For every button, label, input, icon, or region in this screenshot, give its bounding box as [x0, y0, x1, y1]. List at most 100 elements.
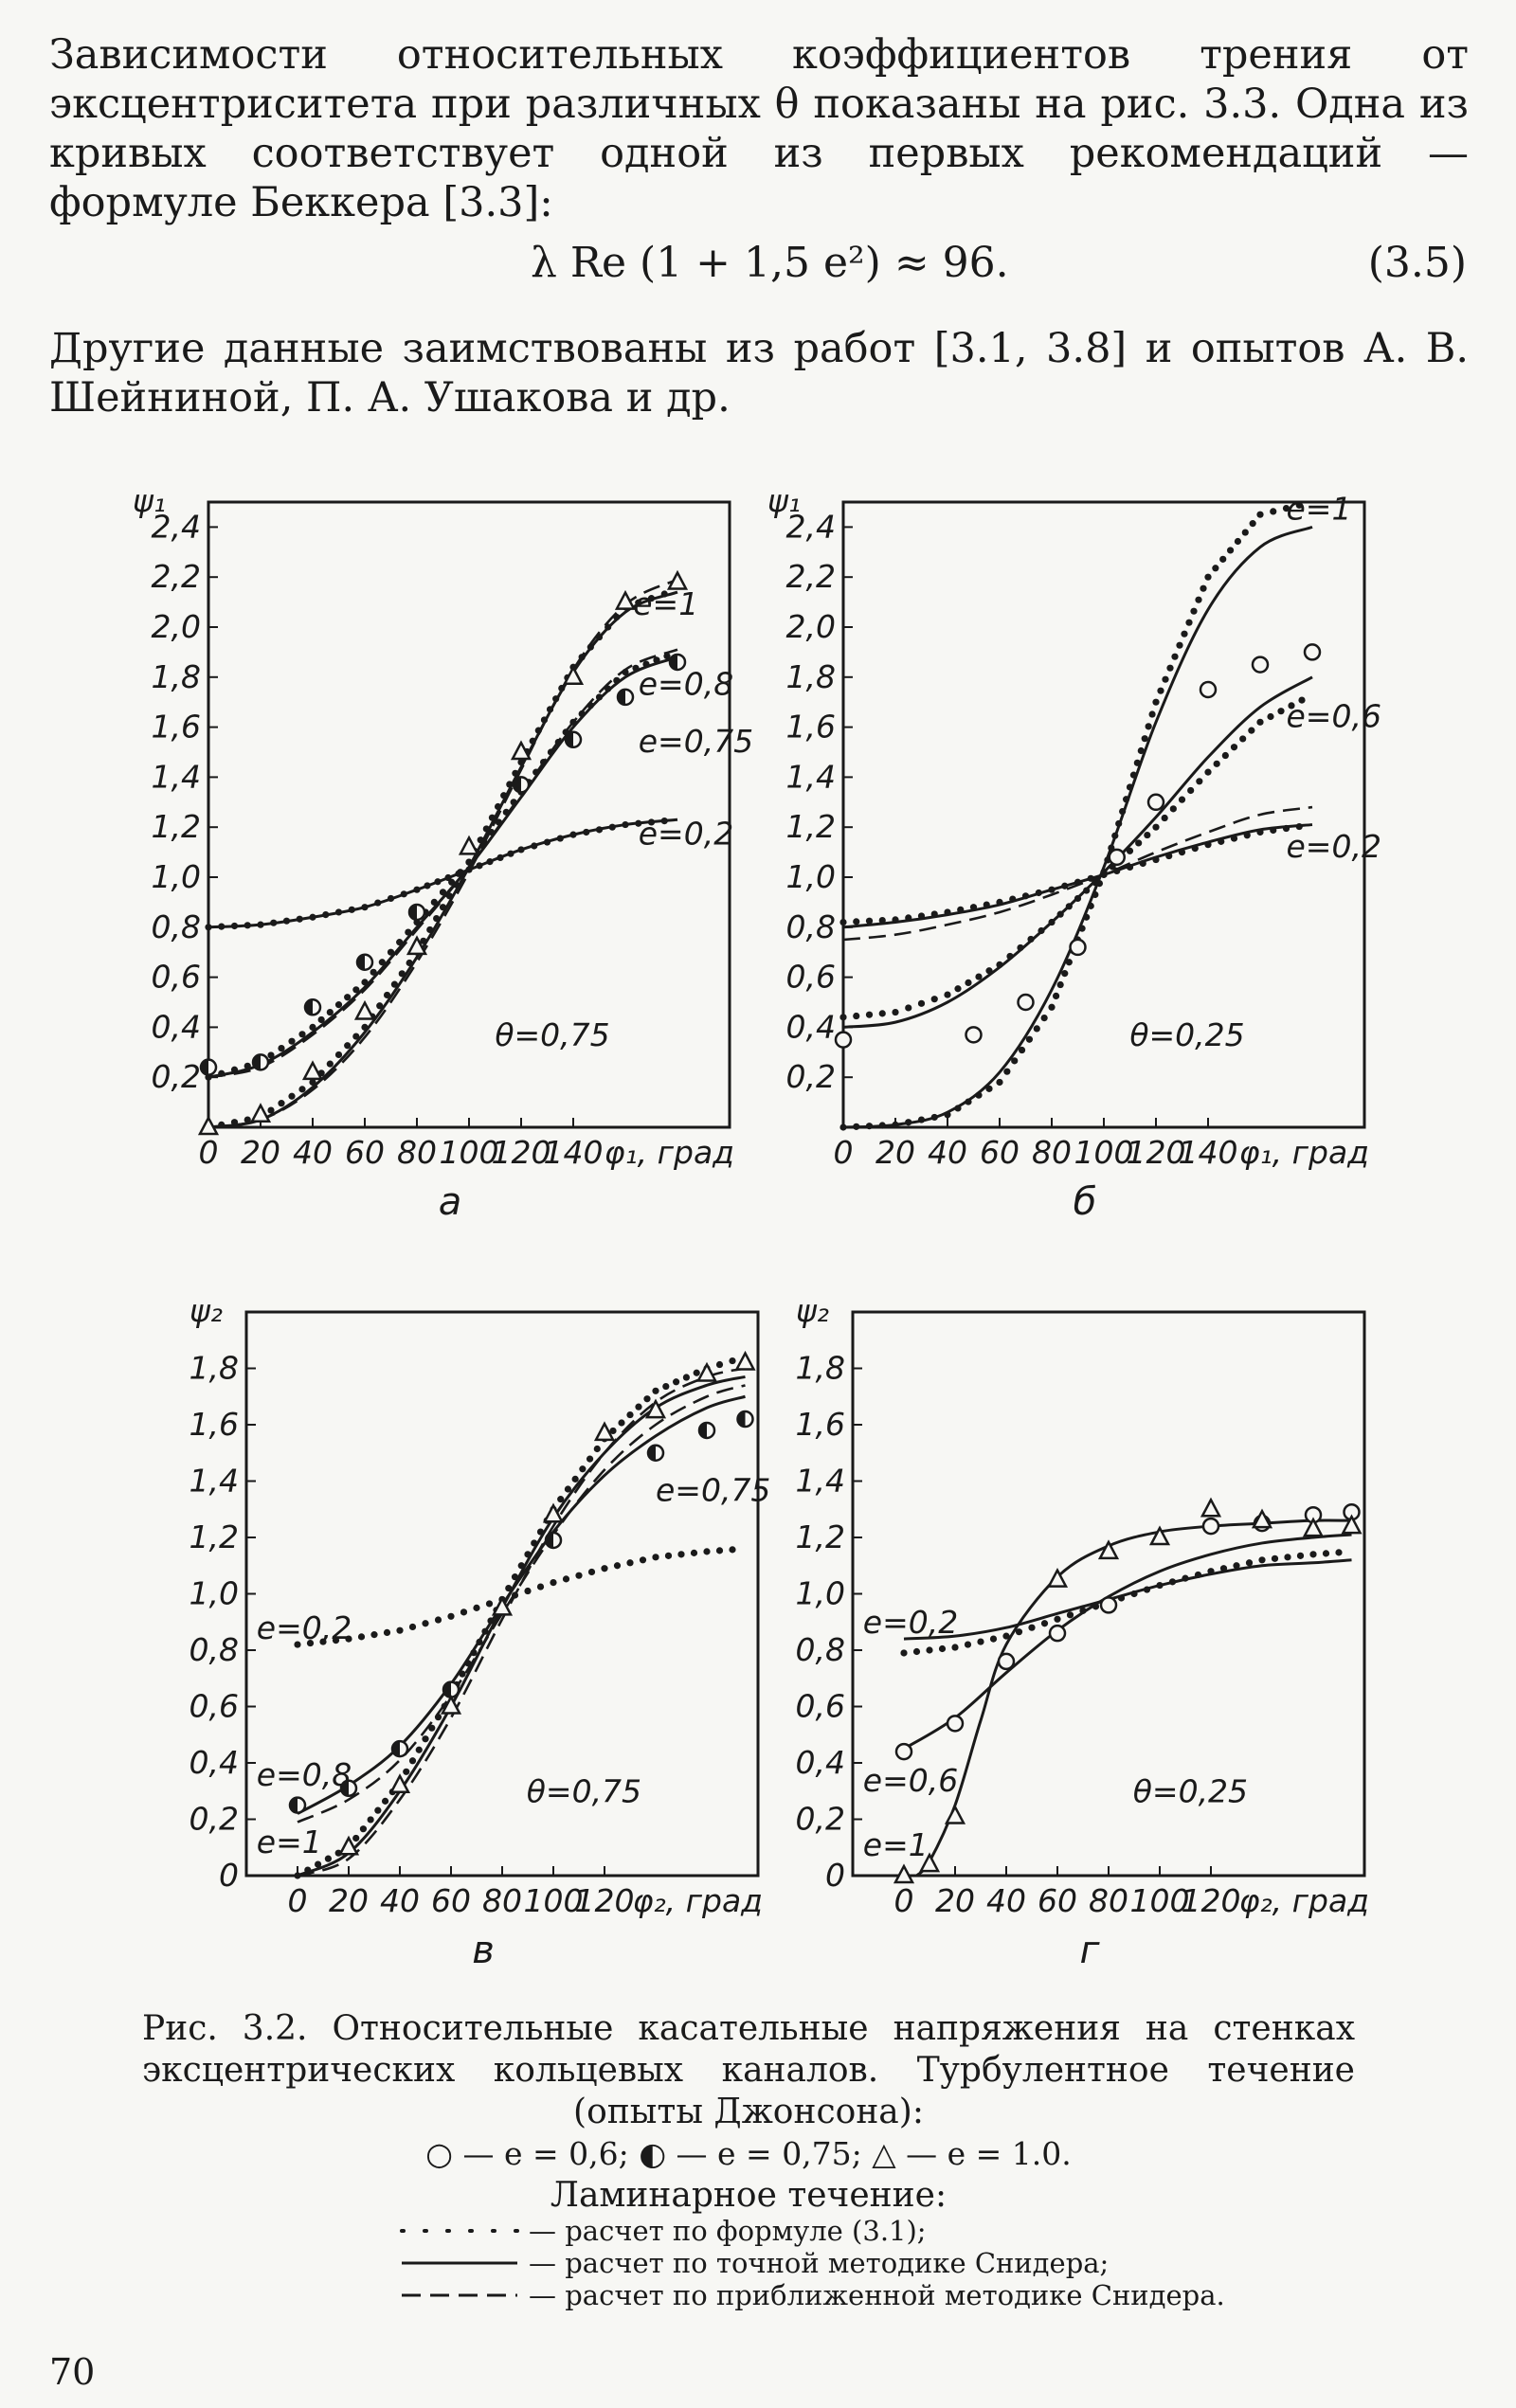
dotted-line-sample: [400, 2229, 519, 2233]
curve-label: e=1: [1287, 490, 1352, 527]
dot: [1284, 1554, 1291, 1561]
dot: [485, 1600, 494, 1608]
dot: [405, 928, 412, 936]
y-axis-label: ψ₂: [190, 1292, 223, 1329]
dot: [1248, 727, 1255, 734]
triangle-marker: [644, 1398, 667, 1419]
dot: [613, 676, 621, 684]
dot: [926, 1646, 933, 1654]
dot: [912, 1647, 921, 1656]
panel-label: а: [439, 1180, 462, 1224]
x-tick-label: 40: [380, 1882, 420, 1919]
dot: [715, 1360, 724, 1369]
dot: [1133, 759, 1141, 766]
dot: [715, 1547, 724, 1554]
dot: [361, 979, 369, 986]
legend-text-dotted: — расчет по формуле (3.1);: [529, 2215, 927, 2247]
curve-label: e=0,6: [1287, 698, 1381, 735]
dot: [1048, 1003, 1056, 1011]
dot: [1295, 501, 1303, 509]
dot: [1021, 892, 1030, 900]
curve-label: e=0,2: [1287, 828, 1381, 865]
dot: [609, 1427, 617, 1435]
dotted-series-e-0-2: [900, 1549, 1343, 1657]
dot: [1052, 992, 1060, 999]
dot: [587, 1568, 596, 1576]
dot: [690, 1549, 698, 1556]
half-filled-marker-fill: [305, 999, 313, 1015]
y-tick-label: 1,2: [796, 1518, 845, 1555]
y-tick-label: 0,4: [786, 1008, 836, 1045]
dot: [426, 925, 434, 934]
dot: [517, 758, 525, 766]
y-tick-label: 1,8: [796, 1350, 845, 1387]
dot: [332, 1636, 340, 1644]
dot: [1282, 824, 1290, 833]
dot: [1061, 882, 1069, 890]
dot: [1056, 980, 1064, 989]
circle-marker: [1251, 656, 1270, 674]
dot: [1139, 859, 1146, 868]
caption-markers: ○ — e = 0,6; ◐ — e = 0,75; △ — e = 1.0.: [425, 2135, 1072, 2172]
y-axis-label: ψ₂: [796, 1292, 829, 1329]
circle-marker: [997, 1652, 1016, 1671]
triangle-marker: [1097, 1539, 1120, 1560]
triangle-marker: [1200, 1497, 1222, 1518]
circle-marker: [1201, 1517, 1220, 1536]
dot: [352, 1834, 360, 1842]
curve-label: e=0,6: [863, 1762, 958, 1799]
x-tick-label: 80: [1032, 1134, 1072, 1171]
dot: [1157, 687, 1164, 694]
dot: [1152, 698, 1160, 706]
triangle-marker: [542, 1502, 565, 1523]
dot: [892, 916, 899, 924]
dot: [524, 1587, 532, 1595]
dot: [1195, 596, 1202, 603]
y-tick-label: 0,6: [796, 1688, 845, 1725]
triangle-marker: [614, 589, 637, 610]
chart-panel-v: 0 20 40 60 80 100 120 0 0,2 0,4 0,6 0,8 1,0 1,2 1,4 1,6…: [190, 1288, 796, 2008]
dot: [1187, 786, 1195, 795]
paragraph-2: Другие данные заимствованы из работ [3.1…: [49, 325, 1469, 422]
dot: [294, 1641, 301, 1648]
dotted-series-e-0-2: [205, 818, 668, 931]
x-tick-label: 80: [397, 1134, 437, 1171]
dot: [390, 980, 399, 988]
dot: [693, 1369, 700, 1376]
paragraph-1: Зависимости относительных коэффициентов …: [49, 31, 1469, 226]
dot: [1009, 895, 1017, 903]
dot: [639, 1556, 647, 1564]
half-filled-marker-fill: [443, 1681, 451, 1698]
dotted-series-e-1: [839, 501, 1303, 1131]
dot: [334, 1001, 343, 1009]
dot: [396, 939, 404, 946]
y-tick-label: 2,2: [786, 558, 836, 595]
dot: [326, 1008, 334, 1016]
dot: [618, 1419, 625, 1427]
dashed-series-e-0-2: [842, 805, 1313, 942]
dot: [1178, 849, 1186, 856]
dot: [865, 1011, 874, 1018]
y-axis-label: ψ₁: [767, 482, 801, 519]
triangle-marker: [893, 1863, 915, 1884]
dot: [433, 914, 441, 923]
half-filled-marker-fill: [290, 1797, 298, 1813]
x-tick-label: 140: [1179, 1134, 1238, 1171]
dot: [601, 1565, 608, 1572]
dot: [1298, 696, 1306, 704]
curve-label: e=0,2: [639, 816, 733, 853]
dot: [1181, 630, 1188, 638]
dot: [977, 1638, 984, 1645]
dot: [626, 1411, 634, 1419]
y-tick-label: 1,0: [190, 1575, 239, 1612]
x-tick-label: 120: [1182, 1882, 1241, 1919]
dot: [278, 1100, 285, 1107]
dot: [550, 1579, 557, 1587]
formula: λ Re (1 + 1,5 e²) ≈ 96.: [531, 239, 1009, 287]
dot: [1092, 890, 1099, 899]
dot: [965, 1098, 972, 1105]
dot: [361, 1023, 369, 1031]
dashed-series-e-0-8: [297, 1384, 746, 1824]
dot: [1258, 1556, 1266, 1564]
circle-marker: [1108, 848, 1126, 867]
